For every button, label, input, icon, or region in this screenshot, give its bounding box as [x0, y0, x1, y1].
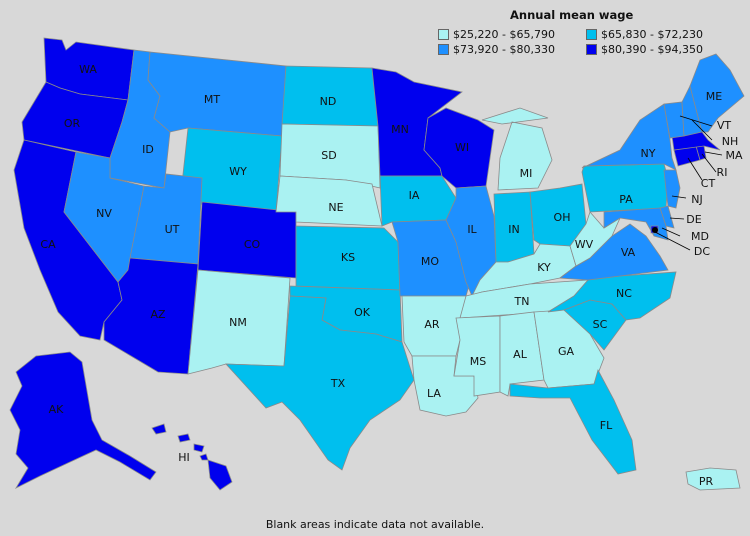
svg-text:WV: WV — [575, 238, 594, 251]
state-ny[interactable] — [581, 103, 677, 171]
state-tx[interactable] — [225, 295, 415, 471]
svg-text:AL: AL — [513, 348, 528, 361]
svg-text:AR: AR — [424, 318, 440, 331]
svg-text:TX: TX — [330, 377, 346, 390]
state-hi[interactable] — [151, 423, 233, 491]
legend-swatch — [438, 29, 449, 40]
legend-swatch — [586, 29, 597, 40]
svg-text:ND: ND — [320, 95, 337, 108]
state-pr[interactable] — [685, 467, 741, 491]
svg-text:SC: SC — [593, 318, 608, 331]
svg-text:VA: VA — [621, 246, 636, 259]
legend-item: $80,390 - $94,350 — [586, 43, 734, 56]
svg-text:NY: NY — [641, 147, 656, 160]
svg-text:OK: OK — [354, 306, 371, 319]
leader-lines — [654, 115, 723, 251]
svg-text:PR: PR — [699, 475, 714, 488]
state-la[interactable] — [411, 355, 479, 417]
svg-text:PA: PA — [619, 193, 633, 206]
svg-text:NJ: NJ — [691, 193, 702, 206]
svg-text:CO: CO — [244, 238, 261, 251]
svg-text:FL: FL — [600, 419, 613, 432]
legend: Annual mean wage $25,220 - $65,790 $65,8… — [438, 8, 738, 56]
svg-text:IN: IN — [508, 223, 519, 236]
svg-text:MN: MN — [391, 123, 409, 136]
state-nm[interactable] — [187, 269, 291, 375]
legend-item: $25,220 - $65,790 — [438, 28, 586, 41]
legend-swatch — [438, 44, 449, 55]
svg-text:WY: WY — [229, 165, 247, 178]
svg-text:NH: NH — [722, 135, 739, 148]
svg-text:MT: MT — [204, 93, 220, 106]
svg-text:MI: MI — [520, 167, 533, 180]
svg-text:TN: TN — [514, 295, 530, 308]
svg-text:MD: MD — [691, 230, 709, 243]
svg-text:WI: WI — [455, 141, 469, 154]
state-labels: WA OR CA ID NV MT WY UT AZ CO NM ND SD N… — [40, 63, 743, 488]
svg-text:NE: NE — [328, 201, 343, 214]
svg-text:VT: VT — [717, 119, 732, 132]
svg-text:ID: ID — [142, 143, 154, 156]
svg-text:ME: ME — [706, 90, 722, 103]
legend-label: $65,830 - $72,230 — [601, 28, 703, 41]
svg-text:AK: AK — [49, 403, 65, 416]
legend-label: $73,920 - $80,330 — [453, 43, 555, 56]
svg-text:NV: NV — [96, 207, 112, 220]
svg-text:MS: MS — [470, 355, 486, 368]
svg-text:LA: LA — [427, 387, 441, 400]
svg-text:WA: WA — [79, 63, 97, 76]
svg-text:NC: NC — [616, 287, 632, 300]
legend-label: $80,390 - $94,350 — [601, 43, 703, 56]
svg-text:DC: DC — [694, 245, 710, 258]
svg-text:IA: IA — [409, 189, 420, 202]
state-fl[interactable] — [509, 368, 637, 475]
legend-item: $65,830 - $72,230 — [586, 28, 734, 41]
legend-title: Annual mean wage — [510, 8, 634, 22]
svg-text:OH: OH — [554, 211, 571, 224]
svg-text:GA: GA — [558, 345, 575, 358]
state-mi[interactable] — [481, 107, 553, 191]
svg-text:MO: MO — [421, 255, 439, 268]
state-ne[interactable] — [275, 175, 383, 227]
svg-text:UT: UT — [165, 223, 180, 236]
svg-text:NM: NM — [229, 316, 247, 329]
svg-text:OR: OR — [64, 117, 81, 130]
state-nj[interactable] — [663, 169, 681, 209]
svg-text:AZ: AZ — [150, 308, 166, 321]
svg-text:IL: IL — [467, 223, 477, 236]
svg-text:SD: SD — [321, 149, 336, 162]
dc-marker — [652, 227, 658, 233]
svg-text:CA: CA — [40, 238, 56, 251]
svg-text:RI: RI — [717, 166, 728, 179]
svg-text:DE: DE — [686, 213, 701, 226]
legend-label: $25,220 - $65,790 — [453, 28, 555, 41]
svg-text:CT: CT — [701, 177, 716, 190]
svg-text:MA: MA — [725, 149, 742, 162]
legend-item: $73,920 - $80,330 — [438, 43, 586, 56]
state-ak[interactable] — [9, 351, 157, 489]
legend-swatch — [586, 44, 597, 55]
svg-text:HI: HI — [178, 451, 190, 464]
footnote: Blank areas indicate data not available. — [265, 518, 485, 531]
svg-text:KY: KY — [537, 261, 551, 274]
svg-text:KS: KS — [341, 251, 355, 264]
